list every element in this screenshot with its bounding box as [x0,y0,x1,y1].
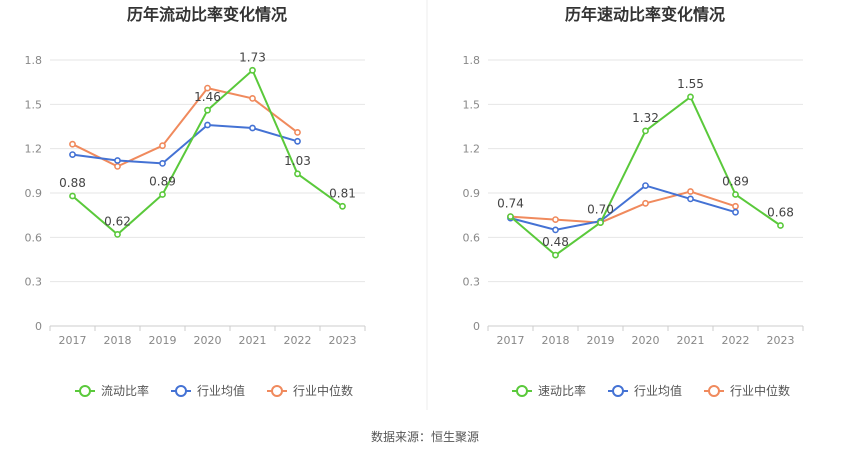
chart-2-series-point-3 [552,216,559,223]
chart-2-x-tick-label: 2018 [542,334,570,347]
chart-1-legend-label: 流动比率 [101,383,149,398]
chart-2-series-point-2 [687,195,694,203]
chart-1-x-tick-label: 2020 [194,334,222,347]
chart-2-x-tick-label: 2020 [632,334,660,347]
chart-1-y-tick-label: 1.2 [25,143,43,156]
chart-2-legend-swatch-marker [516,385,528,397]
chart-2-x-tick-label: 2019 [587,334,615,347]
chart-1-series-point-1 [294,170,301,178]
chart-2-legend-label: 速动比率 [538,383,586,398]
chart-2-series-point-1 [732,191,739,198]
chart-1-data-label: 1.73 [239,50,266,64]
chart-2-data-label: 0.70 [587,203,614,217]
chart-2-series-point-2 [642,182,649,189]
chart-2-data-label: 0.74 [497,197,524,211]
chart-1-title: 历年流动比率变化情况 [127,5,287,24]
chart-2-series-point-2 [732,208,739,216]
chart-2-series-point-1 [507,213,514,220]
chart-1-y-tick-label: 0.3 [25,276,43,289]
chart-2-series-point-1 [777,222,784,229]
chart-2-x-tick-label: 2017 [497,334,525,347]
chart-2-data-label: 1.32 [632,111,659,125]
charts-canvas: 历年流动比率变化情况 0 0.3 0.6 0.9 1.2 1.5 1.8 2017 2018 201… [25,0,804,410]
chart-1-x-tick-label: 2017 [59,334,87,347]
chart-1-data-label: 0.81 [329,186,356,200]
chart-2-series-point-1 [687,93,694,101]
chart-1-legend-label: 行业均值 [197,383,245,398]
chart-1-y-tick-label: 0.6 [25,231,43,244]
chart-1-series-line-2 [72,123,298,165]
chart-2-x-tick-label: 2021 [677,334,705,347]
chart-1-legend-swatch-marker [271,385,283,397]
chart-2-legend-label: 行业均值 [634,383,682,398]
chart-2-series-point-1 [552,251,559,259]
chart-1-series-point-3 [204,84,211,92]
chart-2-series-point-1 [642,127,649,135]
chart-2-legend-label: 行业中位数 [730,383,790,398]
data-source: 数据来源：恒生聚源 [370,430,479,444]
chart-1-series-point-3 [159,142,166,150]
chart-2-data-label: 1.55 [677,77,704,91]
chart-1-data-label: 1.46 [194,90,221,104]
chart-2-data-label: 0.48 [542,235,569,249]
chart-1-data-label: 1.03 [284,154,311,168]
chart-1-y-tick-label: 1.8 [25,54,43,67]
chart-2-title: 历年速动比率变化情况 [565,5,725,24]
chart-1-series-line-3 [72,86,299,168]
chart-2-y-tick-label: 1.5 [463,98,481,111]
chart-1-legend-swatch-marker [175,385,187,397]
chart-1-series-point-1 [114,230,121,238]
chart-2-y-tick-label: 0.3 [463,276,481,289]
chart-1-series-point-2 [114,157,121,164]
chart-1-data-label: 0.88 [59,176,86,190]
chart-1-x-tick-label: 2022 [284,334,312,347]
chart-2-y-tick-label: 1.2 [463,143,481,156]
chart-2-series-point-1 [597,219,604,226]
chart-1-series-point-2 [294,137,301,145]
chart-1-y-tick-label: 1.5 [25,98,43,111]
chart-1-series-point-3 [114,162,121,170]
chart-1-series-point-3 [294,128,301,136]
chart-1-series-point-2 [249,124,256,132]
chart-1-x-tick-label: 2018 [104,334,132,347]
chart-2-y-tick-label: 1.8 [463,54,481,67]
chart-2-x-tick-label: 2023 [767,334,795,347]
chart-2-series-point-3 [687,188,694,195]
chart-1-series-point-1 [204,106,211,114]
chart-2-series-point-3 [732,202,739,210]
chart-1-series-point-2 [159,159,166,167]
chart-2-series-point-3 [642,199,649,207]
chart-1-series-point-2 [204,121,211,129]
chart-1-series-point-1 [159,191,166,198]
chart-2-series-line-2 [510,184,736,231]
chart-2-series-point-2 [552,226,559,234]
chart-2-series-line-3 [510,190,736,224]
chart-2-data-label: 0.68 [767,206,794,220]
chart-2-x-tick-label: 2022 [722,334,750,347]
chart-1-series-point-2 [69,151,76,158]
chart-1-x-tick-label: 2019 [149,334,177,347]
chart-1-series-point-3 [69,140,76,148]
chart-1-legend-swatch-marker [79,385,91,397]
chart-1-y-tick-label: 0.9 [25,187,43,200]
chart-1-x-tick-label: 2021 [239,334,267,347]
chart-2-y-tick-label: 0.6 [463,231,481,244]
chart-2-y-tick-label: 0.9 [463,187,481,200]
chart-1-series-point-1 [249,66,256,74]
chart-1-series-point-1 [69,192,76,200]
chart-2-legend-swatch-marker [708,385,720,397]
chart-2-legend-swatch-marker [612,385,624,397]
chart-1-series-point-1 [339,202,346,210]
chart-1-x-tick-label: 2023 [329,334,357,347]
chart-1-data-label: 0.62 [104,214,131,228]
chart-2-y-tick-label: 0 [473,320,480,333]
chart-1-legend-label: 行业中位数 [293,383,353,398]
chart-1-y-tick-label: 0 [35,320,42,333]
chart-1-data-label: 0.89 [149,174,176,188]
chart-2-data-label: 0.89 [722,174,749,188]
chart-1-series-point-3 [249,95,256,102]
